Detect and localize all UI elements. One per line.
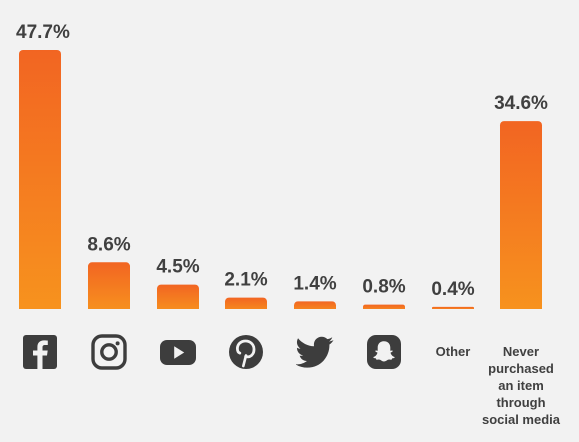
bar-8 (500, 121, 542, 309)
value-label-5: 1.4% (293, 273, 336, 294)
category-label-8: Never purchased an item through social media (473, 343, 569, 428)
category-label-7: Other (405, 343, 501, 360)
youtube-icon (159, 333, 197, 371)
category-label-line: social media (481, 412, 561, 427)
category-label-line: through (496, 395, 546, 410)
pinterest-icon (227, 333, 265, 371)
snapchat-icon (365, 333, 403, 371)
bar-3 (157, 284, 199, 309)
value-label-6: 0.8% (362, 277, 405, 298)
bar-2 (88, 262, 130, 309)
bar-7 (432, 306, 474, 309)
value-label-2: 8.6% (87, 234, 130, 255)
value-label-7: 0.4% (431, 279, 474, 300)
category-label-line: Other (435, 344, 471, 359)
value-label-8: 34.6% (494, 93, 548, 114)
bar-6 (363, 304, 405, 309)
instagram-icon (90, 333, 128, 371)
category-label-line: purchased (488, 361, 554, 376)
bar-1 (19, 50, 61, 309)
value-labels-layer: 47.7% 8.6% 4.5% 2.1% 1.4% 0.8% 0.4% 34.6% (16, 22, 548, 300)
twitter-icon (296, 333, 334, 371)
bar-5 (294, 301, 336, 309)
value-label-3: 4.5% (156, 257, 199, 278)
bars-layer (19, 50, 542, 309)
category-label-line: Never (502, 344, 540, 359)
bar-4 (225, 297, 267, 309)
value-label-4: 2.1% (224, 270, 267, 291)
category-label-line: an item (498, 378, 544, 393)
facebook-icon (21, 333, 59, 371)
value-label-1: 47.7% (16, 22, 70, 43)
